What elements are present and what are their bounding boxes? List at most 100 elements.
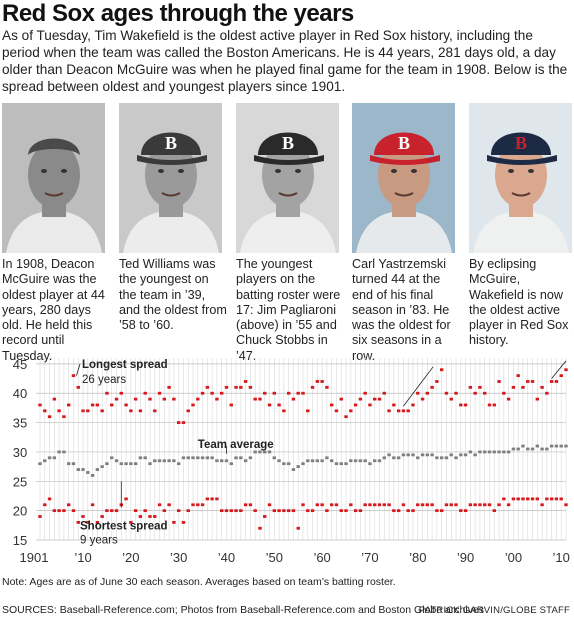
oldest-mark xyxy=(105,391,109,395)
deacon-mcguire-photo xyxy=(2,103,105,253)
oldest-mark xyxy=(315,380,320,383)
oldest-mark xyxy=(521,385,525,389)
oldest-mark xyxy=(363,391,367,395)
oldest-mark xyxy=(124,403,128,407)
average-mark xyxy=(339,462,343,466)
average-mark xyxy=(38,462,42,466)
average-mark xyxy=(377,459,382,463)
youngest-mark xyxy=(86,520,90,524)
youngest-mark xyxy=(167,503,171,507)
average-mark xyxy=(277,459,281,463)
caption-deacon-mcguire: In 1908, Deacon McGuire was the oldest p… xyxy=(2,257,105,363)
youngest-mark xyxy=(334,503,339,507)
average-mark xyxy=(114,459,119,463)
oldest-mark xyxy=(382,391,386,395)
youngest-mark xyxy=(478,503,482,507)
x-tick-label: 1901 xyxy=(20,550,49,565)
oldest-mark xyxy=(272,391,277,395)
oldest-mark xyxy=(119,391,123,395)
youngest-mark xyxy=(105,509,109,513)
youngest-mark xyxy=(344,509,348,513)
oldest-mark xyxy=(430,385,434,389)
average-mark xyxy=(119,462,123,466)
cap-crown xyxy=(258,132,318,155)
youngest-mark xyxy=(71,509,76,513)
average-mark xyxy=(191,456,195,460)
youngest-mark xyxy=(363,503,367,507)
longest-spread-label: Longest spread xyxy=(82,359,168,371)
average-mark xyxy=(71,462,76,466)
youngest-mark xyxy=(444,503,449,507)
average-mark xyxy=(411,453,415,457)
average-mark xyxy=(47,456,52,460)
youngest-mark xyxy=(253,509,257,513)
youngest-mark xyxy=(148,515,152,518)
average-mark xyxy=(282,462,286,466)
oldest-mark xyxy=(263,391,267,395)
average-mark xyxy=(220,459,224,463)
average-mark xyxy=(425,453,430,457)
youngest-mark xyxy=(439,509,444,513)
cap-crown xyxy=(374,132,434,155)
youngest-mark xyxy=(129,520,133,524)
oldest-mark xyxy=(90,403,95,407)
oldest-mark xyxy=(258,397,262,401)
oldest-mark xyxy=(62,415,66,419)
youngest-mark xyxy=(516,497,520,501)
average-mark xyxy=(100,465,104,469)
youngest-mark xyxy=(133,509,138,513)
oldest-mark xyxy=(540,385,544,389)
youngest-mark xyxy=(200,503,205,507)
average-mark xyxy=(157,459,162,463)
average-mark xyxy=(344,462,348,466)
youngest-mark xyxy=(459,509,463,513)
oldest-mark xyxy=(420,397,425,401)
youngest-mark xyxy=(535,497,540,501)
x-tick-label: ’00 xyxy=(505,550,522,565)
oldest-mark xyxy=(377,397,382,401)
youngest-mark xyxy=(540,503,544,507)
x-tick-label: ’10 xyxy=(74,550,91,565)
jersey-shape xyxy=(473,211,569,253)
oldest-mark xyxy=(406,409,410,413)
oldest-mark xyxy=(148,397,152,401)
oldest-mark xyxy=(172,397,176,401)
average-mark xyxy=(167,459,171,463)
cap-brim xyxy=(370,155,440,165)
caption-carl-yastrzemski: Carl Yastrzemski turned 44 at the end of… xyxy=(352,257,451,363)
oldest-mark xyxy=(181,421,186,424)
y-tick-label: 20 xyxy=(13,504,27,519)
oldest-mark xyxy=(454,391,458,395)
youngest-mark xyxy=(306,509,310,513)
average-mark xyxy=(239,456,243,460)
average-mark xyxy=(52,456,57,460)
oldest-mark xyxy=(416,391,420,395)
average-mark xyxy=(81,468,85,471)
oldest-mark xyxy=(267,403,272,407)
youngest-mark xyxy=(392,509,396,513)
youngest-mark xyxy=(162,509,167,513)
average-mark xyxy=(387,453,391,457)
youngest-mark xyxy=(181,520,186,524)
youngest-mark xyxy=(549,497,554,501)
y-tick-label: 15 xyxy=(13,533,27,548)
oldest-mark xyxy=(344,415,348,419)
average-mark xyxy=(76,468,80,471)
eye-left xyxy=(391,169,397,173)
youngest-mark xyxy=(52,509,57,513)
average-mark xyxy=(263,450,267,454)
mouth-shape xyxy=(161,192,181,197)
youngest-mark xyxy=(387,503,391,507)
average-mark xyxy=(349,459,353,463)
eye-left xyxy=(41,169,47,173)
youngest-mark xyxy=(526,497,530,501)
youngest-mark xyxy=(329,503,334,507)
youngest-mark xyxy=(463,509,468,513)
cap-crown xyxy=(141,132,201,155)
youngest-mark xyxy=(487,503,492,507)
oldest-mark xyxy=(215,397,219,401)
hair-shape xyxy=(28,138,80,155)
youngest-mark xyxy=(554,497,559,501)
eye-right xyxy=(295,169,301,173)
wakefield-leader xyxy=(551,360,567,379)
